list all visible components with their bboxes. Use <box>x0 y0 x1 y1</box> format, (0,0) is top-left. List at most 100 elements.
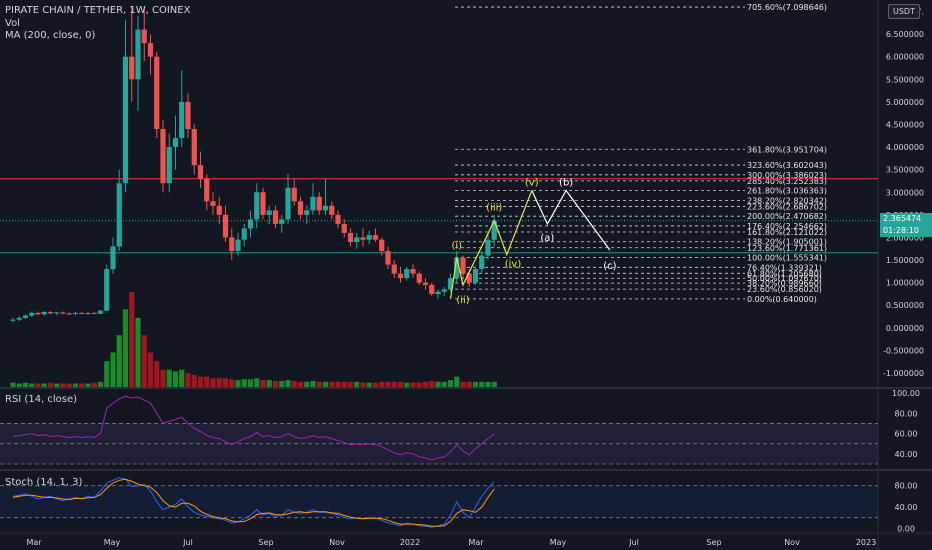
fib-level-label: 300.00%(3.386023) <box>747 171 827 180</box>
stoch-band <box>0 485 878 518</box>
volume-bar <box>129 292 135 387</box>
x-tick-label: Nov <box>329 538 345 547</box>
candle <box>416 273 422 283</box>
candle <box>235 239 241 251</box>
volume-bar <box>491 381 497 387</box>
volume-bar <box>29 383 35 387</box>
candle <box>72 312 79 314</box>
volume-bar <box>222 378 229 387</box>
candle <box>266 210 272 215</box>
candle <box>379 239 385 251</box>
volume-bar <box>329 381 335 387</box>
wave-label: (iii) <box>486 202 502 213</box>
volume-bar <box>147 352 154 387</box>
y-tick-label: 3.500000 <box>886 166 924 175</box>
y-tick-label: -1.000000 <box>883 369 924 378</box>
fib-level-label: 38.20%(0.989660) <box>747 279 822 288</box>
rsi-legend: RSI (14, close) <box>5 394 78 405</box>
currency-button[interactable]: USDT <box>888 4 920 19</box>
candle <box>172 138 179 148</box>
volume-bar <box>241 379 247 387</box>
fib-level-label: 261.80%(3.036363) <box>747 187 827 196</box>
candle <box>22 315 29 318</box>
x-tick-label: May <box>550 538 567 547</box>
volume-bar <box>360 382 366 387</box>
candle <box>66 313 72 315</box>
candle <box>16 317 22 320</box>
candle <box>404 269 410 279</box>
candle <box>10 319 16 321</box>
y-tick-label: 4.500000 <box>886 120 924 129</box>
candle <box>441 289 447 292</box>
fib-level-label: 200.00%(2.470682) <box>747 212 827 221</box>
volume-bar <box>60 383 66 387</box>
volume-bar <box>447 380 454 387</box>
volume-bar <box>41 383 47 387</box>
y-tick-label: 6.500000 <box>886 30 924 39</box>
volume-bar <box>229 379 235 387</box>
volume-bar <box>397 381 404 387</box>
volume-bar <box>341 381 347 387</box>
volume-bar <box>454 376 460 387</box>
wave-label: (ii) <box>456 295 469 306</box>
candle <box>385 251 391 265</box>
fib-level-label: 285.40%(3.252383) <box>747 177 827 186</box>
candle <box>310 196 316 211</box>
candle <box>272 210 279 224</box>
y-tick-label: 0.500000 <box>886 301 924 310</box>
fib-level-label: 100.00%(1.555341) <box>747 254 827 263</box>
fib-level-label: 50.00%(1.097670) <box>747 274 822 283</box>
volume-bar <box>354 381 360 387</box>
candle <box>116 183 122 247</box>
candle <box>466 273 472 283</box>
volume-bar <box>85 383 91 387</box>
volume-bar <box>291 380 297 387</box>
fib-level-label: 323.60%(3.602043) <box>747 161 827 170</box>
fib-level-label: 138.20%(1.905001) <box>747 238 827 247</box>
volume-bar <box>260 380 266 387</box>
fib-level-label: 123.60%(1.771361) <box>747 244 827 253</box>
candle <box>422 282 429 285</box>
wave-label: (a) <box>540 233 554 244</box>
volume-bar <box>285 380 291 387</box>
volume-bar <box>116 335 122 387</box>
fib-level-label: 0.00%(0.640000) <box>747 295 817 304</box>
volume-bar <box>316 381 322 387</box>
candle <box>41 312 47 315</box>
volume-bar <box>366 382 372 387</box>
rsi-tick-label: 60.00 <box>895 430 918 439</box>
candle <box>204 178 210 202</box>
candle <box>410 269 416 274</box>
corrective-wave-path <box>531 189 611 251</box>
volume-bar <box>479 381 485 387</box>
volume-bar <box>279 380 285 387</box>
volume-bar <box>16 383 22 387</box>
y-tick-label: 7. <box>916 8 924 17</box>
x-tick-label: Sep <box>258 538 273 547</box>
volume-bar <box>97 381 104 387</box>
volume-bar <box>47 382 54 387</box>
chart-title: PIRATE CHAIN / TETHER, 1W, COINEX <box>5 5 191 16</box>
candle <box>166 147 172 184</box>
candle <box>54 312 60 314</box>
rsi-line <box>12 395 495 461</box>
candle <box>360 237 366 240</box>
volume-bar <box>460 381 466 387</box>
candle <box>60 312 66 314</box>
x-tick-label: 2022 <box>400 538 420 547</box>
y-tick-label: 2.000000 <box>886 233 924 242</box>
fib-level-label: 161.80%(2.121022) <box>747 228 827 237</box>
volume-legend: Vol <box>5 18 20 29</box>
volume-bar <box>91 382 97 387</box>
candle <box>122 56 129 184</box>
candle <box>29 312 35 316</box>
candle <box>91 312 97 314</box>
fib-level-label: 176.40%(2.254662) <box>747 222 827 231</box>
candle <box>335 214 341 224</box>
fib-level-label: 361.80%(3.951704) <box>747 145 827 154</box>
volume-bar <box>35 383 41 387</box>
volume-bar <box>435 381 441 387</box>
stoch-legend: Stoch (14, 1, 3) <box>5 477 83 488</box>
candle <box>397 273 404 279</box>
